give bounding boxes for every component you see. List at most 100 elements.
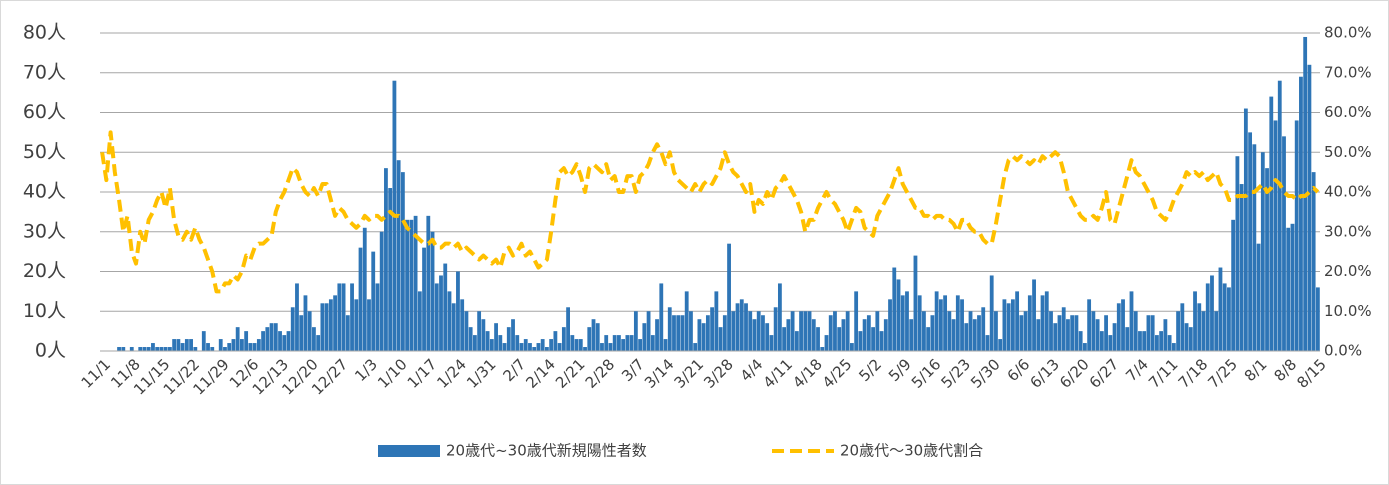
bar	[163, 347, 168, 351]
bar	[1282, 136, 1286, 351]
bar	[1315, 287, 1320, 351]
bar	[489, 339, 494, 351]
bar	[629, 335, 634, 351]
bar	[977, 315, 981, 351]
bar	[405, 219, 410, 351]
bar	[879, 331, 884, 351]
bar	[367, 299, 371, 351]
bar	[981, 307, 986, 351]
bar	[938, 299, 943, 351]
bar	[235, 327, 240, 351]
bar	[316, 335, 321, 351]
bar	[617, 335, 621, 351]
bar	[468, 327, 473, 351]
bar	[138, 347, 143, 351]
bar	[358, 247, 363, 351]
bar	[129, 347, 134, 351]
bar	[998, 339, 1003, 351]
bar	[608, 343, 613, 351]
bar	[964, 323, 969, 351]
bar	[502, 343, 507, 351]
bar	[600, 343, 604, 351]
bar	[252, 343, 257, 351]
bar	[828, 315, 833, 351]
bar	[604, 335, 609, 351]
bar	[794, 331, 799, 351]
bar	[727, 243, 731, 351]
bar	[1133, 311, 1138, 351]
bar	[176, 339, 181, 351]
bar	[646, 311, 651, 351]
bar	[672, 315, 676, 351]
bar	[655, 319, 659, 351]
bar	[384, 168, 388, 351]
bar	[756, 311, 761, 351]
bar	[1032, 279, 1036, 351]
bar	[1138, 331, 1142, 351]
bar	[379, 231, 384, 351]
bar	[121, 347, 126, 351]
bar	[303, 295, 308, 351]
bar	[811, 319, 816, 351]
bar	[1010, 299, 1015, 351]
bar	[430, 231, 435, 351]
y-tick-label: 10人	[23, 300, 66, 322]
bar	[1078, 331, 1083, 351]
bar	[748, 311, 753, 351]
bar	[278, 331, 282, 351]
bar	[409, 219, 414, 351]
bar	[248, 343, 253, 351]
bar	[845, 311, 850, 351]
bar	[850, 343, 854, 351]
bar	[807, 311, 812, 351]
bar	[472, 335, 477, 351]
bar	[299, 315, 304, 351]
bar	[362, 227, 367, 351]
bar	[875, 311, 880, 351]
bar	[1235, 156, 1240, 351]
bar	[820, 347, 825, 351]
y-tick-label: 40人	[23, 181, 66, 203]
bar	[900, 295, 905, 351]
bar	[155, 347, 160, 351]
bar	[871, 327, 875, 351]
bar	[922, 311, 926, 351]
bar	[731, 311, 736, 351]
bar	[866, 315, 871, 351]
bar	[985, 335, 990, 351]
bar	[1171, 343, 1176, 351]
bar	[180, 343, 185, 351]
bar	[494, 323, 498, 351]
bar	[638, 339, 643, 351]
bar	[1290, 223, 1295, 351]
bar	[955, 295, 960, 351]
bar	[417, 291, 422, 351]
bar	[481, 319, 486, 351]
bar	[451, 303, 456, 351]
bar	[434, 283, 439, 351]
bar	[816, 327, 820, 351]
bar	[642, 323, 647, 351]
y2-tick-label: 60.0%	[1324, 103, 1372, 121]
bar	[667, 307, 672, 351]
bar	[540, 339, 545, 351]
bar	[1036, 319, 1041, 351]
bar	[1159, 331, 1164, 351]
bar	[201, 331, 206, 351]
bar	[1197, 303, 1202, 351]
bar	[1015, 291, 1020, 351]
bar	[159, 347, 164, 351]
bar	[333, 295, 338, 351]
bar	[625, 335, 630, 351]
y2-tick-label: 30.0%	[1324, 222, 1372, 240]
bar	[896, 279, 901, 351]
bar	[456, 271, 460, 351]
y2-tick-label: 20.0%	[1324, 262, 1372, 280]
bar	[1057, 315, 1062, 351]
bar	[782, 327, 787, 351]
bar	[1108, 335, 1113, 351]
bar	[477, 311, 482, 351]
bar	[710, 307, 715, 351]
bar	[663, 339, 668, 351]
